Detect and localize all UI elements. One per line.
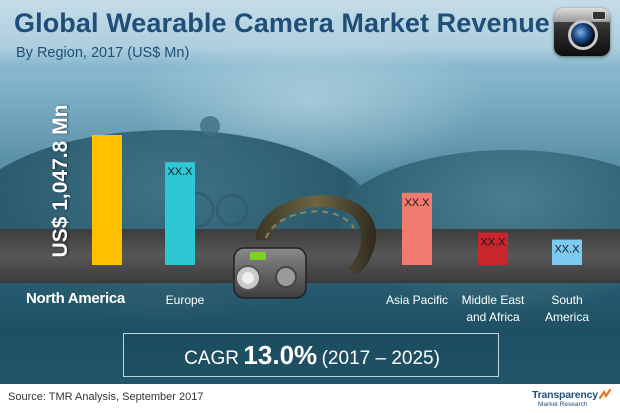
category-label-line: America bbox=[544, 310, 589, 324]
camera-lens bbox=[568, 20, 598, 50]
bar-asia-pacific bbox=[402, 192, 432, 265]
data-label-south-america: XX.X bbox=[554, 244, 580, 256]
data-label-middle-east-and-africa: XX.X bbox=[480, 237, 506, 249]
data-label-europe: XX.X bbox=[167, 166, 193, 178]
headlamp-camera-image bbox=[233, 195, 377, 299]
category-label-line: and Africa bbox=[466, 310, 520, 324]
cagr-label: CAGR bbox=[184, 348, 239, 369]
category-label-line: Europe bbox=[165, 293, 205, 307]
category-label-asia-pacific: Asia Pacific bbox=[362, 292, 472, 309]
bar-south-america bbox=[552, 239, 582, 265]
camera-icon bbox=[554, 8, 610, 56]
cagr-box: CAGR 13.0% (2017 – 2025) bbox=[123, 333, 499, 377]
footer: Source: TMR Analysis, September 2017 Tra… bbox=[0, 384, 620, 414]
brand-subtitle: Market Research bbox=[538, 401, 588, 408]
source-note: Source: TMR Analysis, September 2017 bbox=[8, 391, 204, 403]
brand-name: Transparency bbox=[532, 389, 598, 401]
camera-flash bbox=[592, 11, 606, 20]
bar-europe bbox=[165, 162, 195, 265]
data-label-asia-pacific: XX.X bbox=[404, 197, 430, 209]
category-label-south-america: South America bbox=[512, 292, 620, 326]
y-axis-title: US$ 1,047.8 Mn bbox=[46, 96, 76, 266]
bar-middle-east-and-africa bbox=[478, 232, 508, 265]
cagr-period: (2017 – 2025) bbox=[321, 348, 440, 369]
category-label-line: South bbox=[551, 293, 583, 307]
category-label-line: Asia Pacific bbox=[385, 293, 449, 307]
chart-subtitle: By Region, 2017 (US$ Mn) bbox=[16, 45, 190, 61]
chart-title: Global Wearable Camera Market Revenue bbox=[14, 8, 550, 38]
y-axis-title-text: US$ 1,047.8 Mn bbox=[49, 104, 72, 258]
cagr-value: 13.0% bbox=[243, 340, 318, 370]
title-band bbox=[0, 0, 620, 68]
cagr-text: CAGR 13.0% (2017 – 2025) bbox=[124, 334, 500, 378]
category-label-north-america: North America bbox=[26, 290, 156, 307]
category-label-middle-east-and-africa: Middle East and Africa bbox=[438, 292, 548, 326]
category-label-europe: Europe bbox=[130, 292, 240, 309]
category-label-line: North America bbox=[26, 290, 125, 307]
tmr-logo-icon bbox=[598, 388, 612, 400]
bar-north-america bbox=[92, 135, 122, 265]
brand-logo: Transparency Market Research bbox=[526, 386, 616, 412]
category-label-line: Middle East bbox=[461, 293, 525, 307]
